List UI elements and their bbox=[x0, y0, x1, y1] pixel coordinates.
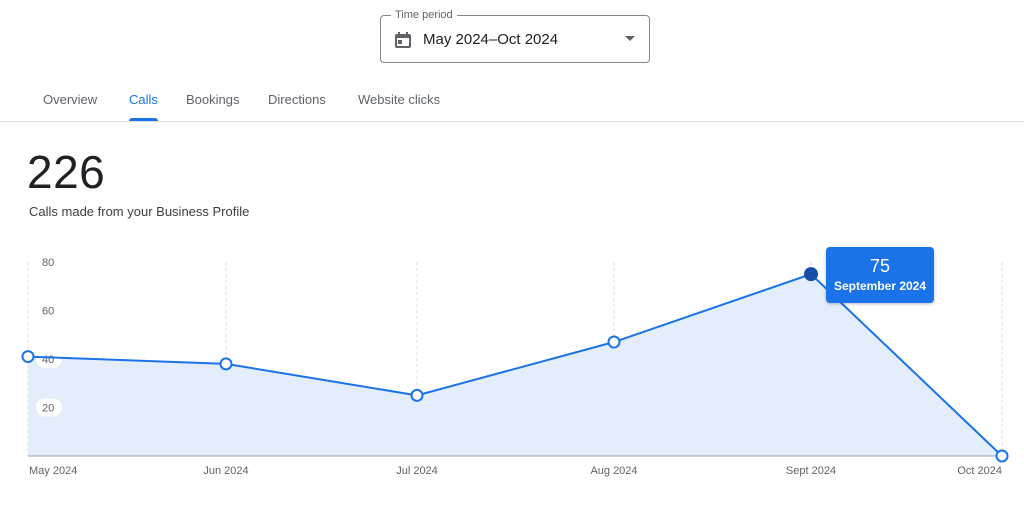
chevron-down-icon bbox=[625, 36, 635, 41]
tab-calls[interactable]: Calls bbox=[129, 80, 158, 121]
tab-directions[interactable]: Directions bbox=[268, 92, 326, 107]
time-period-label: Time period bbox=[391, 8, 457, 22]
x-tick-label-2: Jul 2024 bbox=[396, 465, 438, 477]
tab-bookings[interactable]: Bookings bbox=[186, 92, 240, 107]
data-point-2 bbox=[410, 388, 424, 402]
total-calls-caption: Calls made from your Business Profile bbox=[29, 204, 250, 219]
series-line bbox=[27, 273, 1003, 457]
x-tick-label-3: Aug 2024 bbox=[590, 465, 637, 477]
y-tick-bg-20 bbox=[36, 398, 62, 417]
total-calls-value: 226 bbox=[27, 146, 106, 198]
tooltip-value: 75 bbox=[869, 256, 891, 276]
chart-tooltip: 75 September 2024 bbox=[826, 247, 934, 303]
y-tick-label-40: 40 bbox=[42, 354, 54, 366]
x-tick-label-1: Jun 2024 bbox=[203, 465, 248, 477]
x-tick-label-5: Oct 2024 bbox=[957, 465, 1002, 477]
metric-tabs: Overview Calls Bookings Directions Websi… bbox=[0, 80, 1024, 122]
data-point-4 bbox=[804, 267, 818, 282]
data-point-5 bbox=[995, 449, 1009, 463]
data-point-1 bbox=[219, 357, 233, 371]
tab-website-clicks[interactable]: Website clicks bbox=[358, 92, 441, 107]
time-period-value: May 2024–Oct 2024 bbox=[423, 31, 559, 48]
calendar-icon bbox=[395, 32, 411, 48]
time-period-select[interactable]: Time period May 2024–Oct 2024 bbox=[380, 8, 650, 63]
y-tick-label-80: 80 bbox=[42, 257, 54, 269]
series-area bbox=[28, 274, 1002, 456]
y-tick-label-60: 60 bbox=[42, 306, 54, 318]
tab-overview[interactable]: Overview bbox=[43, 92, 98, 107]
y-tick-label-20: 20 bbox=[42, 403, 54, 415]
data-point-3 bbox=[607, 335, 621, 349]
tooltip-label: September 2024 bbox=[833, 279, 927, 293]
x-tick-label-4: Sept 2024 bbox=[786, 465, 836, 477]
x-tick-label-0: May 2024 bbox=[29, 465, 77, 477]
data-point-0 bbox=[21, 350, 35, 364]
y-tick-bg-40 bbox=[36, 350, 62, 368]
